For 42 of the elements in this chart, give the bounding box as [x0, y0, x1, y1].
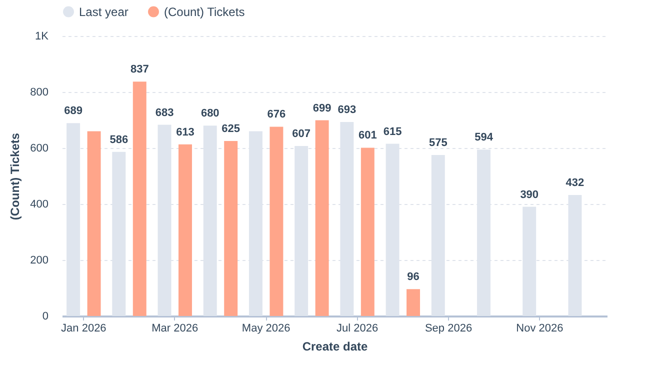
data-label: 683 [155, 106, 174, 119]
x-tick-label: May 2026 [242, 322, 290, 334]
data-label: 680 [200, 108, 220, 120]
data-label: 699 [312, 102, 332, 114]
data-label: 613 [176, 126, 194, 138]
bar [178, 144, 192, 316]
y-axis-title: (Count) Tickets [8, 132, 22, 220]
bar [315, 120, 329, 316]
x-tick-label: Jul 2026 [336, 322, 378, 334]
x-axis-title: Create date [302, 340, 368, 354]
bar [132, 82, 146, 316]
y-tick-label: 0 [42, 310, 48, 322]
y-tick-label: 200 [30, 254, 48, 266]
y-tick-label: 600 [30, 142, 48, 154]
data-label: 594 [474, 132, 494, 144]
x-tick-label: Sep 2026 [424, 322, 472, 334]
bar [87, 131, 101, 316]
x-tick-label: Jan 2026 [61, 322, 106, 334]
legend-label: (Count) Tickets [164, 4, 245, 19]
data-label: 586 [110, 134, 128, 146]
data-label: 432 [566, 177, 584, 190]
x-tick-label: Nov 2026 [516, 322, 564, 334]
y-tick-label: 1K [35, 30, 50, 42]
bar [224, 141, 238, 316]
data-label: 96 [407, 271, 420, 284]
x-tick-label: Mar 2026 [152, 322, 198, 334]
data-label: 693 [338, 104, 356, 116]
y-tick-label: 400 [30, 198, 48, 210]
data-label: 615 [383, 126, 402, 138]
data-label: 575 [428, 137, 448, 149]
legend-label: Last year [79, 4, 128, 19]
bar [270, 126, 284, 316]
bar [406, 289, 420, 316]
bar [360, 148, 374, 316]
data-label: 837 [130, 64, 149, 76]
data-label: 601 [358, 130, 377, 142]
data-label: 689 [64, 105, 82, 118]
data-label: 625 [222, 123, 240, 135]
data-label: 676 [267, 108, 286, 121]
data-label: 390 [520, 188, 539, 201]
data-label: 607 [292, 128, 311, 140]
y-tick-label: 800 [30, 86, 48, 98]
